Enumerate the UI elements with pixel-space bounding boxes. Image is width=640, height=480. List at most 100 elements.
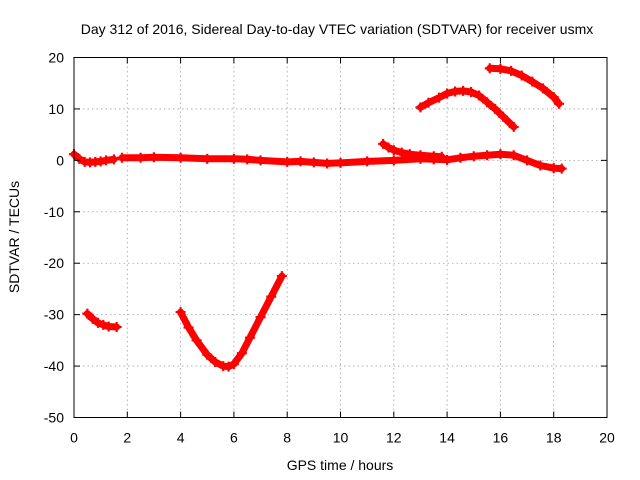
x-tick-label: 0 [70, 430, 78, 446]
series-point [482, 150, 493, 161]
x-axis-label: GPS time / hours [287, 457, 394, 473]
series-point [322, 158, 333, 169]
series-line-segment [118, 150, 566, 173]
x-tick-label: 18 [546, 430, 562, 446]
series-point [378, 138, 389, 149]
series-point [383, 142, 394, 153]
series-point [108, 154, 119, 165]
y-tick-label: 20 [48, 50, 64, 66]
series-point [244, 332, 255, 343]
series-point [148, 152, 159, 163]
series-point [508, 150, 519, 161]
series-point [535, 160, 546, 171]
series-point [175, 152, 186, 163]
series-point [255, 155, 266, 166]
series-point [434, 92, 445, 103]
series-point [548, 92, 559, 103]
series-deep-u-shape [175, 271, 287, 372]
y-tick-label: 0 [56, 152, 64, 168]
series-point [276, 271, 287, 282]
series-point [484, 63, 495, 74]
series-point [116, 152, 127, 163]
series-point [506, 65, 517, 76]
series-point [455, 152, 466, 163]
series-point [282, 156, 293, 167]
series-point [442, 88, 453, 99]
series-point-group [82, 308, 122, 332]
series-line-segment [177, 272, 286, 371]
y-tick-label: 10 [48, 101, 64, 117]
series-point [388, 145, 399, 156]
chart-title: Day 312 of 2016, Sidereal Day-to-day VTE… [81, 21, 594, 37]
axis-ticks [73, 57, 608, 418]
series-point [335, 157, 346, 168]
y-tick-labels: -50 -40 -30 -20 -10 0 10 20 [44, 50, 64, 426]
x-tick-label: 12 [386, 430, 402, 446]
series-point [82, 308, 93, 319]
series-point [92, 317, 103, 328]
series-point [242, 154, 253, 165]
series-point [495, 149, 506, 160]
series-point [223, 361, 234, 372]
series-point [183, 322, 194, 333]
series-point [556, 163, 567, 174]
series-point [415, 102, 426, 113]
series-point [362, 156, 373, 167]
x-tick-label: 2 [123, 430, 131, 446]
series-point [202, 153, 213, 164]
x-tick-label: 20 [599, 430, 615, 446]
x-tick-label: 14 [439, 430, 455, 446]
series-point [255, 312, 266, 323]
series-point [482, 97, 493, 108]
y-tick-label: -10 [44, 204, 64, 220]
series-decaying-from-three [378, 138, 447, 162]
series-point [388, 155, 399, 166]
series-point [228, 359, 239, 370]
series-baseline-near-zero [69, 149, 567, 174]
x-tick-label: 6 [230, 430, 238, 446]
series-point [228, 153, 239, 164]
series-point [466, 86, 477, 97]
series-short-descending-arc [82, 308, 122, 332]
series-point [495, 63, 506, 74]
series-point [436, 151, 447, 162]
y-tick-label: -50 [44, 410, 64, 426]
series-point [468, 151, 479, 162]
series-point [135, 152, 146, 163]
series-point [98, 319, 109, 330]
y-tick-label: -20 [44, 255, 64, 271]
x-tick-label: 10 [333, 430, 349, 446]
series-point [202, 349, 213, 360]
series-point [474, 90, 485, 101]
series-point [74, 153, 85, 164]
series-point [522, 155, 533, 166]
series-point [396, 147, 407, 158]
series-point [266, 291, 277, 302]
series-point [87, 313, 98, 324]
series-point [498, 111, 509, 122]
series-point [423, 97, 434, 108]
x-tick-labels: 0 2 4 6 8 10 12 14 16 18 20 [70, 430, 615, 446]
series-point [295, 156, 306, 167]
data-series [69, 63, 567, 372]
series-point-group [378, 138, 447, 162]
grid-lines [74, 57, 607, 418]
y-tick-label: -30 [44, 307, 64, 323]
series-point [404, 149, 415, 160]
y-axis-label: SDTVAR / TECUs [6, 181, 22, 293]
series-point [538, 83, 549, 94]
series-point [175, 307, 186, 318]
series-hump-peaking-near-fourteen [415, 85, 519, 132]
series-point [508, 121, 519, 132]
series-point-group [484, 63, 565, 109]
x-tick-label: 4 [177, 430, 185, 446]
series-point [516, 70, 527, 81]
series-point [191, 335, 202, 346]
series-point [308, 157, 319, 168]
series-point [111, 321, 122, 332]
series-point-group [175, 271, 287, 372]
series-point [236, 348, 247, 359]
series-point [490, 103, 501, 114]
series-declining-from-eighteen [484, 63, 565, 109]
